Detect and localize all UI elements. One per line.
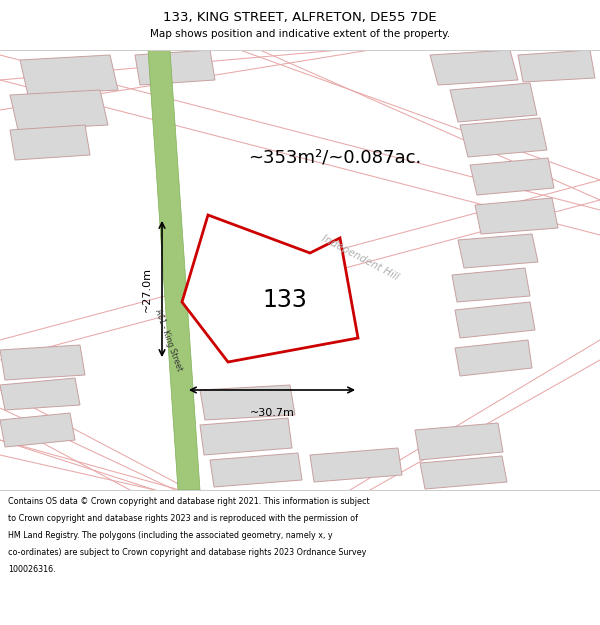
Polygon shape <box>450 83 537 122</box>
Polygon shape <box>10 125 90 160</box>
Text: ~353m²/~0.087ac.: ~353m²/~0.087ac. <box>248 148 421 166</box>
Polygon shape <box>0 413 75 447</box>
Polygon shape <box>0 378 80 410</box>
Polygon shape <box>452 268 530 302</box>
Polygon shape <box>135 50 215 85</box>
Polygon shape <box>458 234 538 268</box>
Polygon shape <box>430 50 518 85</box>
Text: co-ordinates) are subject to Crown copyright and database rights 2023 Ordnance S: co-ordinates) are subject to Crown copyr… <box>8 548 367 557</box>
Text: Independent Hill: Independent Hill <box>320 234 400 282</box>
Bar <box>0 490 600 625</box>
Polygon shape <box>460 118 547 157</box>
Polygon shape <box>455 302 535 338</box>
Polygon shape <box>470 158 554 195</box>
Text: ~27.0m: ~27.0m <box>142 266 152 311</box>
Polygon shape <box>20 55 118 95</box>
Text: Map shows position and indicative extent of the property.: Map shows position and indicative extent… <box>150 29 450 39</box>
Text: A61 - King Street: A61 - King Street <box>152 308 184 372</box>
Polygon shape <box>455 340 532 376</box>
Text: ~30.7m: ~30.7m <box>250 408 295 418</box>
Polygon shape <box>475 198 558 234</box>
Polygon shape <box>310 448 402 482</box>
Polygon shape <box>10 90 108 130</box>
Polygon shape <box>210 453 302 487</box>
Text: 100026316.: 100026316. <box>8 565 56 574</box>
Polygon shape <box>200 385 295 420</box>
Text: Contains OS data © Crown copyright and database right 2021. This information is : Contains OS data © Crown copyright and d… <box>8 497 370 506</box>
Polygon shape <box>518 50 595 82</box>
Polygon shape <box>182 215 358 362</box>
Text: 133, KING STREET, ALFRETON, DE55 7DE: 133, KING STREET, ALFRETON, DE55 7DE <box>163 11 437 24</box>
Polygon shape <box>148 50 200 490</box>
Text: HM Land Registry. The polygons (including the associated geometry, namely x, y: HM Land Registry. The polygons (includin… <box>8 531 332 540</box>
Bar <box>0 0 600 50</box>
Polygon shape <box>0 345 85 380</box>
Polygon shape <box>420 456 507 489</box>
Text: 133: 133 <box>263 288 307 312</box>
Polygon shape <box>415 423 503 460</box>
Text: to Crown copyright and database rights 2023 and is reproduced with the permissio: to Crown copyright and database rights 2… <box>8 514 358 523</box>
Polygon shape <box>200 418 292 455</box>
